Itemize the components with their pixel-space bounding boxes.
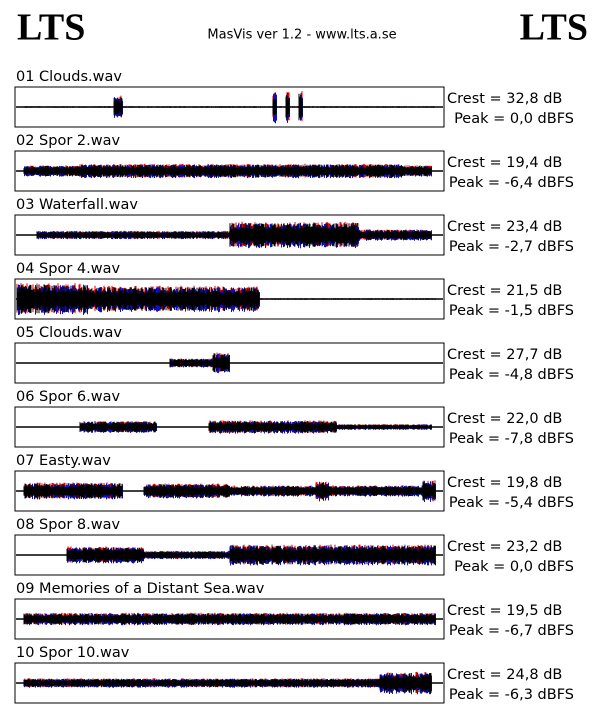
peak-value: Peak = 0,0 dBFS <box>454 111 574 127</box>
track-name: 04 Spor 4.wav <box>16 261 120 277</box>
logo-right: LTS <box>520 7 588 49</box>
crest-value: Crest = 23,2 dB <box>447 539 562 555</box>
track-name: 05 Clouds.wav <box>16 325 122 341</box>
crest-value: Crest = 24,8 dB <box>447 667 562 683</box>
crest-value: Crest = 21,5 dB <box>447 283 562 299</box>
peak-value: Peak = 0,0 dBFS <box>454 559 574 575</box>
crest-value: Crest = 22,0 dB <box>447 411 562 427</box>
track-name: 08 Spor 8.wav <box>16 517 120 533</box>
track-name: 03 Waterfall.wav <box>16 197 138 213</box>
peak-value: Peak = -1,5 dBFS <box>449 303 574 319</box>
track-name: 06 Spor 6.wav <box>16 389 120 405</box>
track-name: 09 Memories of a Distant Sea.wav <box>16 581 265 597</box>
peak-value: Peak = -6,4 dBFS <box>449 175 574 191</box>
crest-value: Crest = 23,4 dB <box>447 219 562 235</box>
crest-value: Crest = 32,8 dB <box>447 91 562 107</box>
track-name: 07 Easty.wav <box>16 453 111 469</box>
peak-value: Peak = -5,4 dBFS <box>449 495 574 511</box>
peak-value: Peak = -4,8 dBFS <box>449 367 574 383</box>
track-name: 02 Spor 2.wav <box>16 133 120 149</box>
peak-value: Peak = -7,8 dBFS <box>449 431 574 447</box>
crest-value: Crest = 19,5 dB <box>447 603 562 619</box>
app-title: MasVis ver 1.2 - www.lts.a.se <box>207 28 396 43</box>
crest-value: Crest = 19,4 dB <box>447 155 562 171</box>
crest-value: Crest = 27,7 dB <box>447 347 562 363</box>
track-name: 01 Clouds.wav <box>16 69 122 85</box>
crest-value: Crest = 19,8 dB <box>447 475 562 491</box>
peak-value: Peak = -6,7 dBFS <box>449 623 574 639</box>
logo-left: LTS <box>17 7 85 49</box>
track-name: 10 Spor 10.wav <box>16 645 130 661</box>
peak-value: Peak = -2,7 dBFS <box>449 239 574 255</box>
peak-value: Peak = -6,3 dBFS <box>449 687 574 703</box>
